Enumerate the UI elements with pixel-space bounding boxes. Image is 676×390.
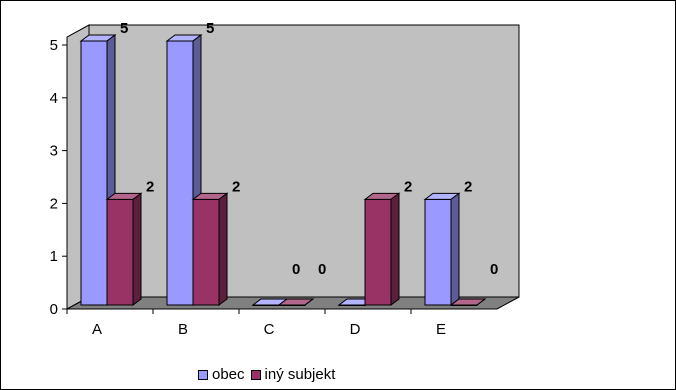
legend-item-iny-subjekt: iný subjekt bbox=[250, 366, 336, 383]
legend-item-obec: obec bbox=[198, 366, 245, 383]
bar-iný subjekt-E-side bbox=[476, 298, 486, 306]
legend-swatch-iny-subjekt bbox=[250, 369, 261, 380]
y-tick-label: 2 bbox=[50, 195, 58, 212]
data-label-obec-A: 5 bbox=[120, 20, 128, 37]
data-label-iný subjekt-B: 2 bbox=[232, 178, 240, 195]
y-tick-label: 4 bbox=[50, 90, 58, 107]
bar-iný subjekt-C-side bbox=[304, 298, 314, 306]
data-label-iný subjekt-E: 0 bbox=[490, 261, 498, 278]
y-tick-label: 1 bbox=[50, 248, 58, 265]
x-tick-label: A bbox=[92, 321, 102, 338]
bar-iný subjekt-A-side bbox=[132, 192, 142, 306]
x-tick-label: C bbox=[264, 321, 275, 338]
bar-iný subjekt-D-front bbox=[364, 198, 392, 306]
y-tick-label: 3 bbox=[50, 143, 58, 160]
data-label-obec-B: 5 bbox=[206, 20, 214, 37]
data-label-obec-E: 2 bbox=[464, 178, 472, 195]
y-tick-label: 0 bbox=[50, 301, 58, 318]
x-tick-label: B bbox=[178, 321, 188, 338]
data-label-iný subjekt-A: 2 bbox=[146, 178, 154, 195]
bar-obec-B-front bbox=[166, 40, 194, 306]
bar-obec-A-front bbox=[80, 40, 108, 306]
legend-label-obec: obec bbox=[212, 366, 245, 383]
x-tick-label: E bbox=[436, 321, 446, 338]
data-label-iný subjekt-D: 2 bbox=[404, 178, 412, 195]
y-tick-label: 5 bbox=[50, 37, 58, 54]
bar-obec-E-side bbox=[450, 192, 460, 306]
data-label-obec-C: 0 bbox=[292, 261, 300, 278]
legend-label-iny-subjekt: iný subjekt bbox=[264, 366, 336, 383]
legend: obec iný subjekt bbox=[198, 366, 341, 383]
bar-iný subjekt-B-side bbox=[218, 192, 228, 306]
bar-obec-E-front bbox=[424, 198, 452, 306]
data-label-iný subjekt-C: 0 bbox=[318, 261, 326, 278]
bar-iný subjekt-A-front bbox=[106, 198, 134, 306]
x-tick-label: D bbox=[350, 321, 361, 338]
legend-swatch-obec bbox=[198, 369, 208, 380]
bar-iný subjekt-B-front bbox=[192, 198, 220, 306]
bar-iný subjekt-D-side bbox=[390, 192, 400, 306]
